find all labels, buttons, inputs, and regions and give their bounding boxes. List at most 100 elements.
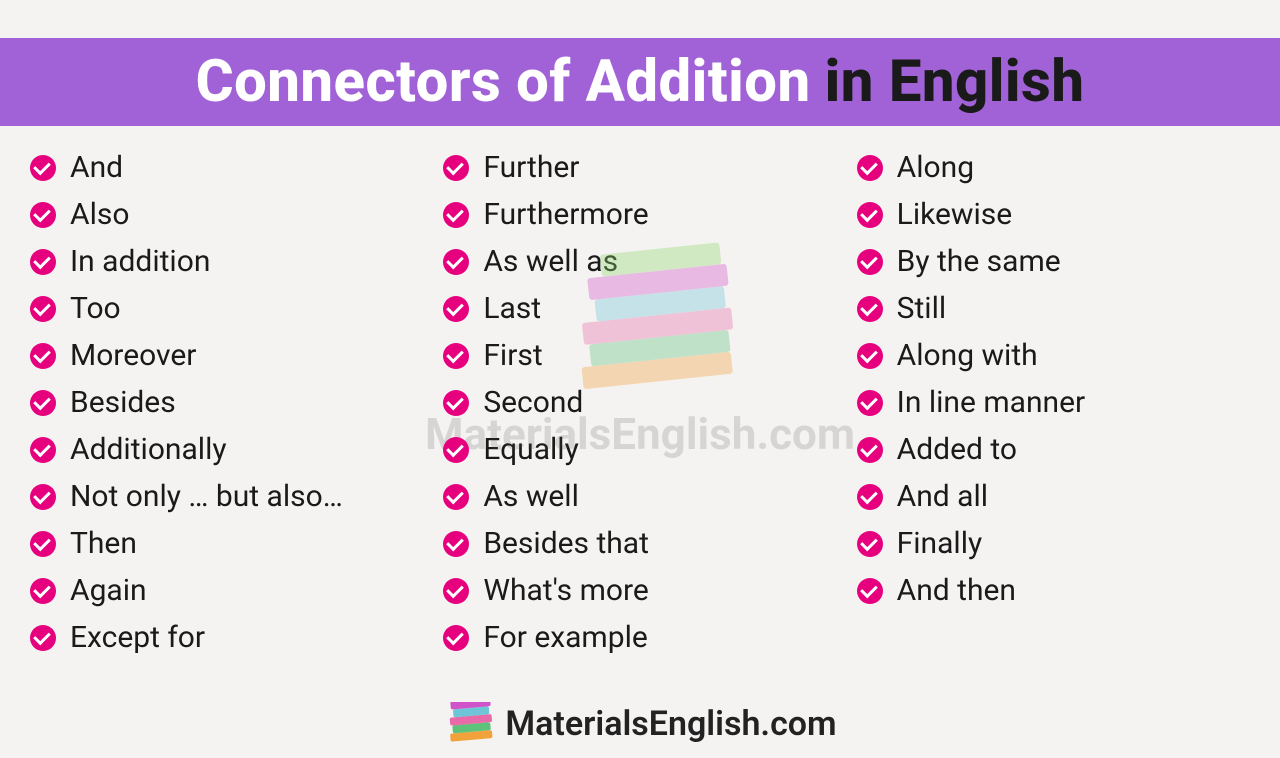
check-icon [30, 625, 56, 651]
list-item: Second [443, 379, 836, 426]
check-icon [857, 249, 883, 275]
list-item-text: And then [897, 573, 1016, 608]
list-item-text: In line manner [897, 385, 1086, 420]
check-icon [857, 484, 883, 510]
list-item-text: Besides [70, 385, 176, 420]
list-item: Further [443, 144, 836, 191]
list-item: Again [30, 567, 423, 614]
list-item-text: Along with [897, 338, 1038, 373]
check-icon [443, 484, 469, 510]
list-item-text: Moreover [70, 338, 196, 373]
list-item: Likewise [857, 191, 1250, 238]
list-item: Still [857, 285, 1250, 332]
list-item-text: Again [70, 573, 147, 608]
list-item: First [443, 332, 836, 379]
check-icon [30, 202, 56, 228]
list-item-text: Finally [897, 526, 983, 561]
list-item-text: And all [897, 479, 988, 514]
list-item: Besides that [443, 520, 836, 567]
check-icon [857, 437, 883, 463]
footer-text: MaterialsEnglish.com [505, 704, 836, 744]
check-icon [443, 625, 469, 651]
check-icon [30, 343, 56, 369]
check-icon [857, 531, 883, 557]
list-item: Also [30, 191, 423, 238]
list-item-text: Additionally [70, 432, 227, 467]
list-item-text: By the same [897, 244, 1061, 279]
check-icon [443, 202, 469, 228]
list-item: Then [30, 520, 423, 567]
list-item-text: Besides that [483, 526, 649, 561]
list-item-text: Further [483, 150, 579, 185]
list-item: Last [443, 285, 836, 332]
list-item-text: For example [483, 620, 647, 655]
list-item-text: Still [897, 291, 947, 326]
header-title-part1: Connectors of Addition [196, 48, 811, 116]
check-icon [443, 578, 469, 604]
list-item-text: Too [70, 291, 121, 326]
list-item: Not only … but also… [30, 473, 423, 520]
list-item: Except for [30, 614, 423, 661]
list-item: What's more [443, 567, 836, 614]
check-icon [443, 390, 469, 416]
check-icon [857, 296, 883, 322]
list-item: Finally [857, 520, 1250, 567]
list-item: Furthermore [443, 191, 836, 238]
list-item-text: What's more [483, 573, 648, 608]
list-item-text: Last [483, 291, 541, 326]
list-item: Along [857, 144, 1250, 191]
check-icon [857, 155, 883, 181]
check-icon [30, 249, 56, 275]
books-icon [443, 702, 495, 746]
list-item: And [30, 144, 423, 191]
list-item: In line manner [857, 379, 1250, 426]
column-3: Along Likewise By the same Still Along with I… [857, 144, 1250, 661]
list-item: By the same [857, 238, 1250, 285]
list-item-text: Likewise [897, 197, 1013, 232]
list-item-text: As well [483, 479, 579, 514]
check-icon [30, 484, 56, 510]
check-icon [443, 249, 469, 275]
check-icon [443, 437, 469, 463]
header-title-part2: in English [825, 48, 1085, 116]
footer: MaterialsEnglish.com [443, 702, 836, 746]
list-item: Besides [30, 379, 423, 426]
list-item: Added to [857, 426, 1250, 473]
list-item: Equally [443, 426, 836, 473]
check-icon [30, 531, 56, 557]
header-banner: Connectors of Addition in English [0, 38, 1280, 126]
column-1: And Also In addition Too Moreover Besides Addi… [30, 144, 423, 661]
check-icon [857, 578, 883, 604]
list-item-text: Added to [897, 432, 1017, 467]
list-item: Too [30, 285, 423, 332]
list-item-text: Equally [483, 432, 578, 467]
check-icon [443, 296, 469, 322]
list-item-text: As well as [483, 244, 618, 279]
check-icon [30, 155, 56, 181]
list-item: As well [443, 473, 836, 520]
column-2: Further Furthermore As well as Last First Sec… [443, 144, 836, 661]
list-item-text: Furthermore [483, 197, 648, 232]
list-item-text: Also [70, 197, 129, 232]
check-icon [443, 531, 469, 557]
list-item-text: Along [897, 150, 974, 185]
list-item-text: And [70, 150, 123, 185]
list-item-text: Except for [70, 620, 205, 655]
check-icon [30, 578, 56, 604]
check-icon [857, 343, 883, 369]
check-icon [443, 343, 469, 369]
list-item: For example [443, 614, 836, 661]
list-item-text: First [483, 338, 542, 373]
check-icon [30, 390, 56, 416]
list-item-text: Not only … but also… [70, 479, 343, 514]
check-icon [857, 202, 883, 228]
check-icon [857, 390, 883, 416]
columns-container: And Also In addition Too Moreover Besides Addi… [0, 126, 1280, 661]
list-item: Additionally [30, 426, 423, 473]
list-item-text: Then [70, 526, 137, 561]
check-icon [30, 437, 56, 463]
list-item-text: In addition [70, 244, 210, 279]
list-item: And then [857, 567, 1250, 614]
list-item: And all [857, 473, 1250, 520]
check-icon [443, 155, 469, 181]
